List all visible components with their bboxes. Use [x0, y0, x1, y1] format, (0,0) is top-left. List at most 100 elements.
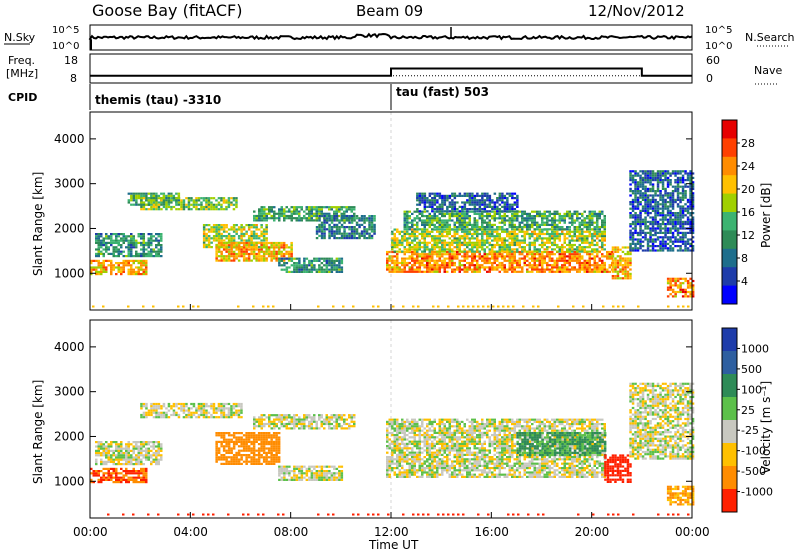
heatmap-cell: [659, 175, 662, 177]
heatmap-cell: [539, 235, 542, 237]
heatmap-cell: [629, 175, 632, 177]
heatmap-cell: [128, 193, 131, 195]
heatmap-cell: [363, 230, 366, 232]
heatmap-cell: [571, 266, 574, 268]
heatmap-cell: [411, 233, 414, 235]
heatmap-cell: [536, 253, 539, 255]
heatmap-cell: [639, 221, 642, 223]
heatmap-cell: [491, 262, 494, 264]
heatmap-cell: [619, 260, 622, 262]
heatmap-cell: [509, 251, 512, 253]
heatmap-cell: [288, 215, 291, 217]
heatmap-cell: [679, 186, 682, 188]
heatmap-cell: [441, 224, 444, 226]
heatmap-cell: [684, 249, 687, 251]
heatmap-cell: [672, 241, 675, 243]
heatmap-cell: [589, 255, 592, 257]
heatmap-cell: [273, 251, 276, 253]
heatmap-cell: [474, 271, 477, 273]
heatmap-cell: [622, 273, 625, 275]
heatmap-cell: [571, 231, 574, 233]
heatmap-cell: [389, 258, 392, 260]
heatmap-cell: [559, 271, 562, 273]
heatmap-cell: [526, 224, 529, 226]
heatmap-cell: [439, 251, 442, 253]
heatmap-cell: [261, 213, 264, 215]
colorbar-tick-label: 28: [741, 137, 755, 150]
heatmap-cell: [133, 271, 136, 273]
heatmap-cell: [225, 260, 228, 262]
heatmap-cell: [627, 257, 630, 259]
heatmap-cell: [421, 258, 424, 260]
heatmap-cell: [619, 264, 622, 266]
heatmap-cell: [479, 228, 482, 230]
heatmap-cell: [409, 217, 412, 219]
heatmap-cell: [138, 262, 141, 264]
heatmap-cell: [233, 257, 236, 259]
heatmap-cell: [148, 193, 151, 195]
heatmap-cell: [439, 208, 442, 210]
heatmap-cell: [566, 269, 569, 271]
heatmap-cell: [629, 262, 632, 264]
heatmap-cell: [632, 210, 635, 212]
heatmap-cell: [417, 306, 420, 308]
heatmap-cell: [554, 224, 557, 226]
heatmap-cell: [341, 266, 344, 268]
heatmap-cell: [441, 219, 444, 221]
heatmap-cell: [662, 241, 665, 243]
heatmap-cell: [664, 214, 667, 216]
heatmap-cell: [634, 238, 637, 240]
heatmap-cell: [225, 226, 228, 228]
heatmap-cell: [150, 208, 153, 210]
heatmap-cell: [609, 258, 612, 260]
heatmap-cell: [118, 235, 121, 237]
heatmap-cell: [662, 243, 665, 245]
heatmap-cell: [471, 248, 474, 250]
heatmap-cell: [644, 194, 647, 196]
heatmap-cell: [644, 199, 647, 201]
heatmap-cell: [225, 255, 228, 257]
heatmap-cell: [341, 237, 344, 239]
heatmap-cell: [501, 246, 504, 248]
heatmap-cell: [499, 217, 502, 219]
heatmap-cell: [275, 257, 278, 259]
heatmap-cell: [566, 213, 569, 215]
heatmap-cell: [210, 204, 213, 206]
heatmap-cell: [569, 262, 572, 264]
heatmap-cell: [301, 264, 304, 266]
heatmap-cell: [466, 195, 469, 197]
heatmap-cell: [611, 258, 614, 260]
heatmap-cell: [554, 211, 557, 213]
heatmap-cell: [454, 197, 457, 199]
heatmap-cell: [326, 228, 329, 230]
heatmap-cell: [416, 228, 419, 230]
heatmap-cell: [318, 228, 321, 230]
heatmap-cell: [544, 244, 547, 246]
heatmap-cell: [436, 208, 439, 210]
heatmap-cell: [248, 239, 251, 241]
heatmap-cell: [426, 224, 429, 226]
heatmap-cell: [291, 258, 294, 260]
heatmap-cell: [150, 253, 153, 255]
heatmap-cell: [391, 266, 394, 268]
noise-right-tick-top: 10^5: [705, 25, 732, 36]
heatmap-cell: [243, 255, 246, 257]
heatmap-cell: [601, 246, 604, 248]
y-tick-label: 4000: [54, 132, 85, 146]
heatmap-cell: [639, 219, 642, 221]
heatmap-cell: [687, 249, 690, 251]
heatmap-cell: [437, 306, 440, 308]
heatmap-cell: [494, 266, 497, 268]
heatmap-cell: [419, 193, 422, 195]
heatmap-cell: [576, 255, 579, 257]
heatmap-cell: [601, 235, 604, 237]
heatmap-cell: [130, 248, 133, 250]
heatmap-cell: [258, 219, 261, 221]
heatmap-cell: [170, 197, 173, 199]
heatmap-cell: [674, 188, 677, 190]
heatmap-cell: [496, 206, 499, 208]
heatmap-cell: [609, 251, 612, 253]
heatmap-cell: [536, 240, 539, 242]
heatmap-cell: [581, 224, 584, 226]
heatmap-cell: [644, 175, 647, 177]
